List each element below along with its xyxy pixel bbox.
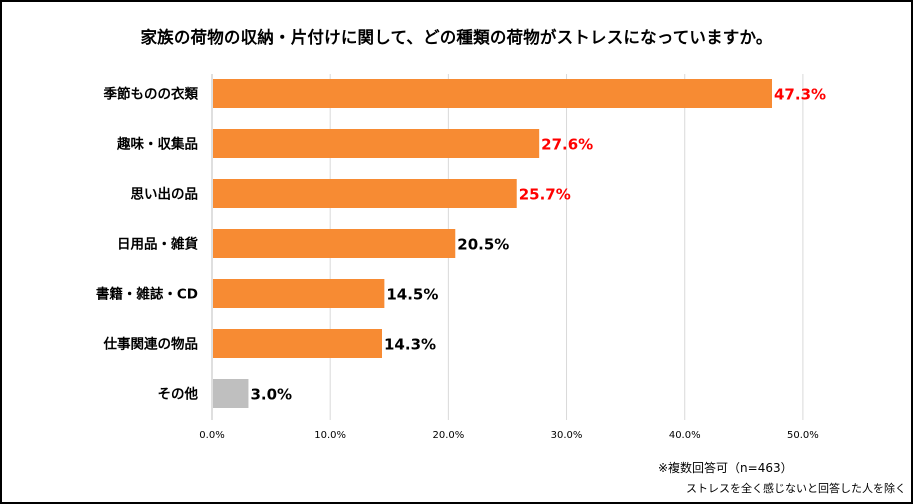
chart-title: 家族の荷物の収納・片付けに関して、どの種類の荷物がストレスになっていますか。	[140, 28, 773, 47]
data-label: 14.3%	[384, 336, 436, 354]
category-label: 季節ものの衣類	[103, 86, 199, 103]
data-label: 3.0%	[250, 386, 292, 404]
category-label: 書籍・雑誌・CD	[96, 286, 198, 303]
x-tick-label: 0.0%	[199, 430, 224, 441]
data-label: 47.3%	[774, 86, 826, 104]
bar	[213, 179, 517, 208]
bar	[213, 79, 772, 108]
category-label: その他	[158, 386, 199, 403]
bar	[213, 129, 540, 158]
data-label: 27.6%	[541, 136, 593, 154]
category-label: 日用品・雑貨	[117, 236, 198, 253]
sample-note: ※複数回答可（n=463）	[658, 461, 793, 475]
bar	[213, 329, 382, 358]
bar	[213, 279, 385, 308]
x-tick-label: 30.0%	[551, 430, 583, 441]
bar	[213, 229, 456, 258]
x-tick-label: 40.0%	[669, 430, 701, 441]
x-tick-label: 10.0%	[314, 430, 346, 441]
category-label: 趣味・収集品	[116, 136, 198, 153]
category-label: 仕事関連の物品	[103, 336, 199, 353]
category-label: 思い出の品	[131, 186, 199, 203]
x-tick-label: 50.0%	[787, 430, 819, 441]
data-label: 20.5%	[457, 236, 509, 254]
bar	[213, 379, 249, 408]
exclusion-note: ストレスを全く感じないと回答した人を除く	[686, 482, 906, 495]
x-tick-label: 20.0%	[432, 430, 464, 441]
data-label: 25.7%	[519, 186, 571, 204]
data-label: 14.5%	[386, 286, 438, 304]
